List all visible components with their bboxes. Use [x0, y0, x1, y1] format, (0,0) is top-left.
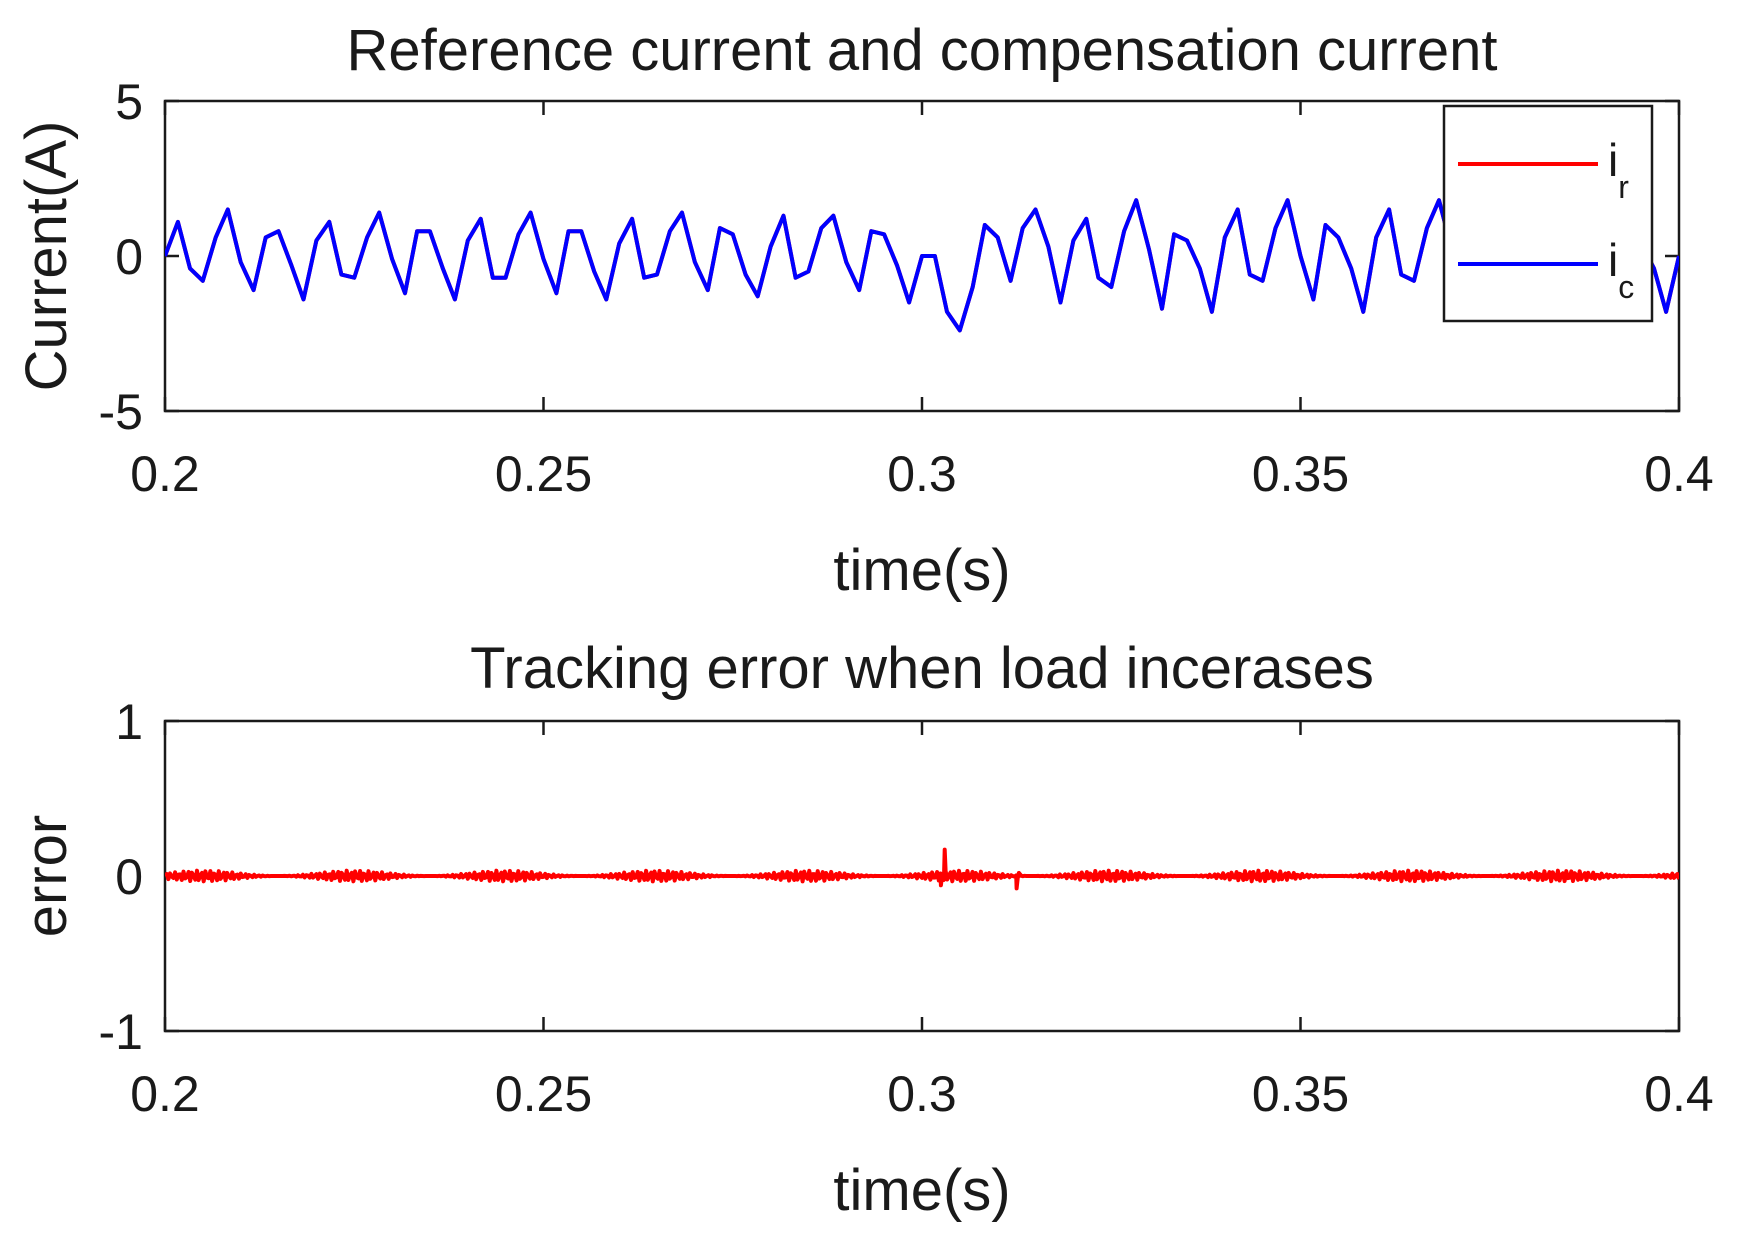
x-tick-label-error: 0.35 [1252, 1066, 1349, 1122]
y-tick-label-current: 0 [115, 229, 143, 285]
legend-label-ir: ir [1608, 134, 1629, 205]
y-tick-label-error: 1 [115, 694, 143, 750]
y-tick-label-error: -1 [99, 1004, 143, 1060]
x-tick-label-error: 0.25 [495, 1066, 592, 1122]
subplot-current: Reference current and compensation curre… [14, 18, 1714, 603]
y-axis-label-error: error [14, 815, 79, 937]
x-tick-label-current: 0.2 [130, 446, 200, 502]
plot-title-current: Reference current and compensation curre… [347, 18, 1498, 83]
series-line-error [165, 847, 1679, 891]
y-axis-label-current: Current(A) [14, 121, 79, 392]
x-axis-label-error: time(s) [833, 1158, 1010, 1223]
x-tick-label-current: 0.3 [887, 446, 957, 502]
x-tick-label-error: 0.3 [887, 1066, 957, 1122]
series-line-ic [165, 198, 1679, 333]
y-tick-label-current: -5 [99, 384, 143, 440]
x-tick-label-current: 0.4 [1644, 446, 1714, 502]
x-tick-label-error: 0.2 [130, 1066, 200, 1122]
plot-title-error: Tracking error when load incerases [470, 636, 1374, 701]
x-tick-label-current: 0.35 [1252, 446, 1349, 502]
y-tick-label-current: 5 [115, 74, 143, 130]
y-tick-label-error: 0 [115, 849, 143, 905]
x-axis-label-current: time(s) [833, 538, 1010, 603]
x-tick-label-error: 0.4 [1644, 1066, 1714, 1122]
legend-label-ic: ic [1608, 234, 1634, 305]
legend: ir ic [1442, 104, 1654, 323]
subplot-error: Tracking error when load incerases 0.2 0.… [14, 636, 1714, 1223]
legend-box [1442, 104, 1654, 323]
x-tick-label-current: 0.25 [495, 446, 592, 502]
